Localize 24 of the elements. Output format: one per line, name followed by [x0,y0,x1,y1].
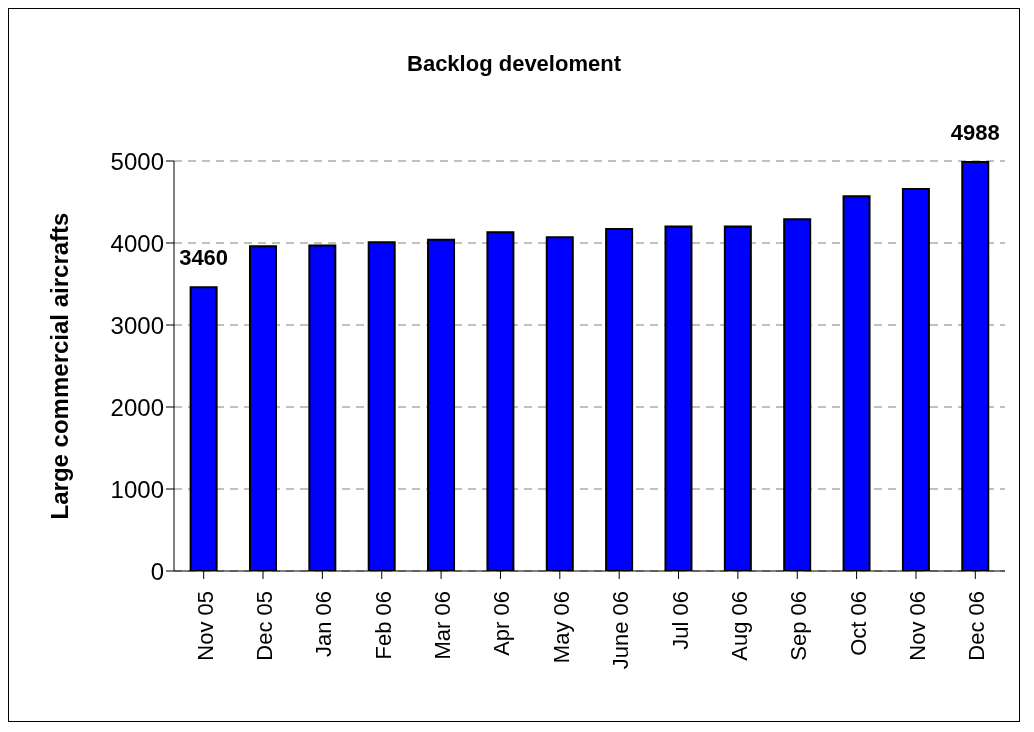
y-tick-label: 2000 [110,393,164,421]
data-label: 3460 [179,245,229,271]
x-tick-label: Apr 06 [489,591,515,656]
x-tick-label: Oct 06 [845,591,871,656]
x-tick-label: Nov 05 [192,591,218,661]
x-tick-label: Dec 05 [252,591,278,661]
chart-title: Backlog develoment [406,51,622,77]
y-tick-label: 3000 [110,311,164,339]
x-tick-label: Mar 06 [430,591,456,660]
y-tick-label: 5000 [110,147,164,175]
x-tick-label: Jul 06 [667,591,693,650]
x-tick-label: June 06 [608,591,634,670]
data-label: 4988 [950,119,1000,145]
x-tick-label: Aug 06 [726,591,752,661]
x-tick-label: Dec 06 [964,591,990,661]
y-tick-label: 4000 [110,229,164,257]
x-tick-label: Jan 06 [311,591,337,658]
x-tick-label: Feb 06 [370,591,396,660]
y-tick-label: 0 [150,557,164,585]
y-tick-label: 1000 [110,475,164,503]
y-axis-title: Large commercial aircrafts [45,212,73,520]
x-tick-label: Nov 06 [904,591,930,661]
x-tick-label: Sep 06 [786,591,812,661]
x-tick-label: May 06 [548,591,574,664]
